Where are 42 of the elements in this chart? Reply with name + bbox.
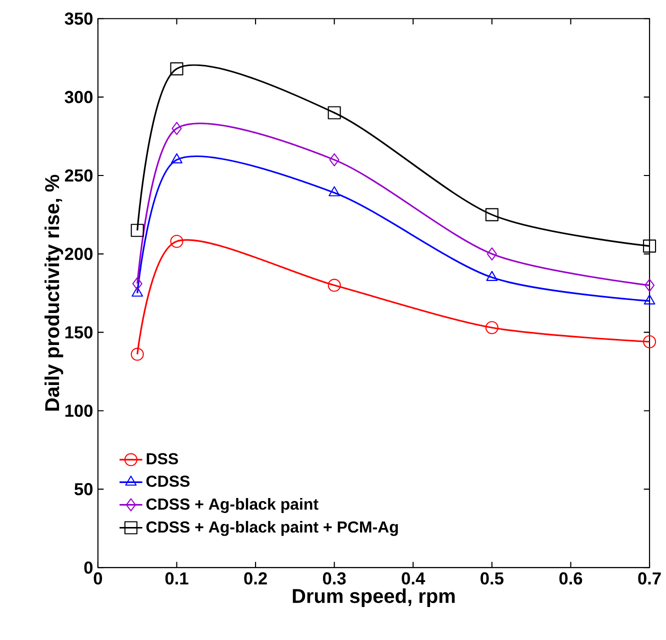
- point: [644, 278, 655, 292]
- x-tick-label: 0.2: [244, 572, 267, 585]
- x-tick-label: 0.1: [165, 572, 188, 585]
- x-tick-label: 0: [94, 572, 102, 585]
- point: [132, 277, 142, 290]
- legend-label: CDSS + Ag-black paint + PCM-Ag: [146, 521, 398, 536]
- x-axis-title: Drum speed, rpm: [292, 588, 455, 608]
- point: [132, 286, 144, 297]
- point: [329, 154, 340, 167]
- point: [130, 224, 144, 238]
- point: [644, 294, 656, 305]
- point: [130, 348, 144, 362]
- x-tick-label: 0.7: [638, 572, 661, 585]
- y-tick-label: 350: [64, 12, 93, 26]
- x-tick-label: 0.5: [480, 572, 504, 585]
- y-tick-label: 100: [65, 404, 93, 418]
- point: [486, 271, 498, 282]
- y-tick-label: 300: [64, 91, 93, 104]
- legend-label: CDSS + Ag-black paint: [146, 498, 318, 514]
- y-tick-label: 0: [84, 562, 93, 574]
- y-tick-label: 150: [65, 326, 93, 339]
- point: [485, 208, 498, 222]
- y-tick-label: 50: [74, 483, 93, 496]
- legend-label: DSS: [146, 453, 178, 465]
- x-tick-label: 0.4: [402, 572, 426, 585]
- point: [170, 235, 184, 248]
- point: [328, 106, 341, 120]
- point: [328, 186, 340, 197]
- point: [485, 321, 498, 334]
- x-tick-label: 0.6: [559, 572, 582, 585]
- y-axis-title: Daily productivity rise, %: [44, 175, 64, 411]
- point: [170, 62, 184, 76]
- point: [171, 154, 182, 164]
- legend-label: CDSS: [146, 476, 190, 488]
- point: [486, 248, 497, 261]
- point: [172, 122, 182, 136]
- point: [642, 335, 656, 348]
- y-tick-label: 200: [64, 248, 93, 260]
- x-tick-label: 0.3: [322, 572, 346, 585]
- point: [328, 278, 341, 292]
- y-tick-label: 250: [64, 170, 93, 182]
- point: [642, 240, 656, 253]
